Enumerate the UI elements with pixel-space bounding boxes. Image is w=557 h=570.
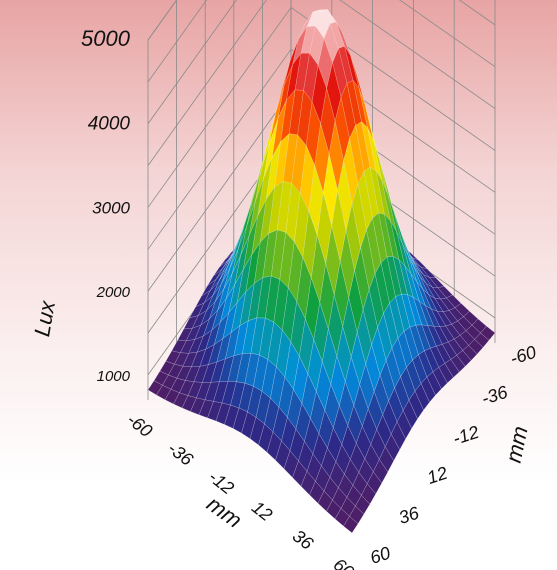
gridline	[147, 0, 267, 166]
gridline	[147, 0, 178, 41]
x-tick-label: 36	[289, 526, 318, 555]
gridline	[147, 0, 178, 41]
x-tick-label: 60	[330, 554, 358, 570]
gridline	[147, 0, 208, 83]
gridline	[147, 7, 292, 208]
gridline	[147, 90, 292, 292]
z-axis-label: Lux	[29, 298, 60, 338]
gridline	[147, 0, 237, 124]
z-tick-label: 5000	[81, 26, 131, 51]
surface-cell	[343, 515, 359, 534]
x-tick-label: -60	[123, 409, 156, 441]
gridline	[399, 0, 496, 68]
gridline	[339, 0, 496, 109]
z-tick-label: 1000	[97, 368, 131, 385]
gridline	[147, 49, 292, 250]
x-axis-label: mm	[202, 491, 246, 533]
axis-ticks: 10002000300040005000-60-36-12123660-60-3…	[29, 26, 538, 570]
x-tick-label: -36	[164, 438, 198, 470]
y-tick-label: 36	[396, 502, 422, 528]
z-tick-label: 4000	[88, 114, 131, 135]
x-tick-label: 12	[248, 497, 276, 525]
y-axis-label: mm	[501, 424, 533, 465]
y-tick-label: -60	[508, 342, 539, 369]
z-tick-label: 2000	[96, 284, 131, 301]
surface-mesh	[147, 9, 496, 534]
z-tick-label: 3000	[92, 198, 130, 217]
y-tick-label: -36	[479, 381, 511, 408]
y-tick-label: -12	[450, 422, 481, 449]
y-tick-label: 60	[368, 543, 393, 568]
y-tick-label: 12	[425, 463, 450, 488]
gridline	[458, 0, 496, 26]
